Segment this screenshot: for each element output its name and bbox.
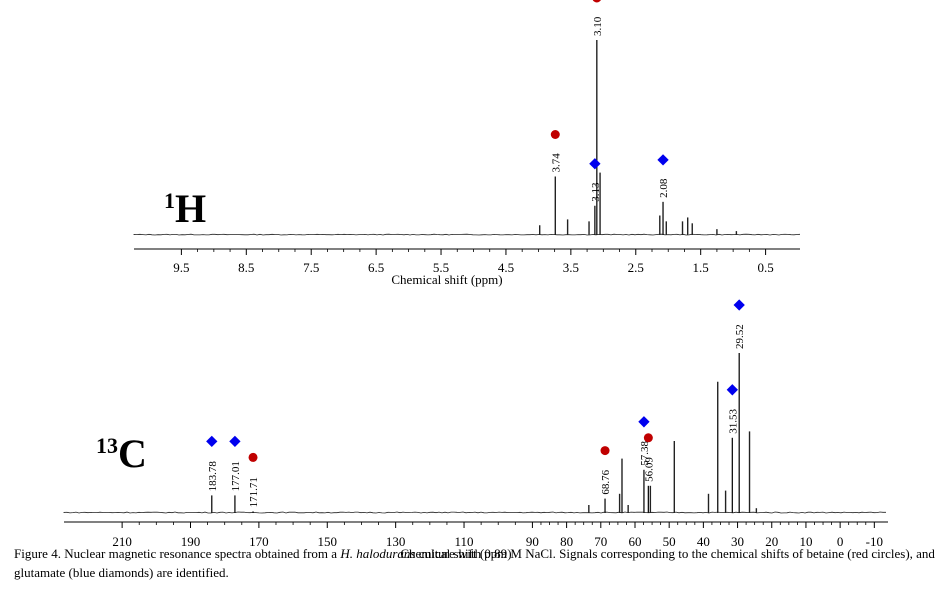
x-tick-label: 40 bbox=[697, 534, 710, 549]
x-tick-label: 110 bbox=[455, 534, 474, 549]
caption-organism: H. halodurans bbox=[340, 546, 416, 561]
x-tick-label: 170 bbox=[249, 534, 269, 549]
nucleus-mass-number: 13 bbox=[96, 433, 118, 458]
x-tick-label: 10 bbox=[799, 534, 812, 549]
glutamate-diamond-marker bbox=[206, 435, 218, 448]
x-tick-label: 8.5 bbox=[238, 260, 254, 275]
x-tick-label: 130 bbox=[386, 534, 406, 549]
spectrum-baseline bbox=[133, 233, 801, 236]
x-tick-label: 80 bbox=[560, 534, 573, 549]
glutamate-diamond-marker bbox=[657, 154, 669, 166]
betaine-circle-marker bbox=[550, 130, 560, 139]
betaine-circle-marker bbox=[248, 452, 258, 462]
betaine-circle-marker bbox=[592, 0, 601, 3]
x-tick-label: 4.5 bbox=[498, 260, 514, 275]
nucleus-element: C bbox=[118, 431, 147, 476]
x-axis-title: Chemical shift (ppm) bbox=[391, 272, 502, 287]
peak-label: 3.13 bbox=[590, 182, 602, 202]
glutamate-diamond-marker bbox=[638, 416, 650, 428]
x-tick-label: 9.5 bbox=[173, 260, 189, 275]
x-tick-label: 20 bbox=[765, 534, 778, 549]
x-tick-label: 1.5 bbox=[693, 260, 709, 275]
x-tick-label: 70 bbox=[594, 534, 607, 549]
betaine-circle-marker bbox=[643, 433, 653, 443]
betaine-circle-marker bbox=[600, 446, 610, 456]
nucleus-label: 13C bbox=[96, 431, 147, 476]
x-tick-label: 150 bbox=[318, 534, 338, 549]
peak-label: 2.08 bbox=[658, 178, 670, 198]
peak-label: 68.76 bbox=[600, 469, 612, 494]
caption-prefix: Figure 4. Nuclear magnetic resonance spe… bbox=[14, 546, 341, 561]
figure-caption: Figure 4. Nuclear magnetic resonance spe… bbox=[14, 544, 944, 582]
glutamate-diamond-marker bbox=[589, 158, 601, 170]
x-tick-label: 50 bbox=[663, 534, 676, 549]
peak-label: 3.10 bbox=[592, 16, 604, 36]
x-tick-label: 0.5 bbox=[757, 260, 773, 275]
peak-label: 57.38 bbox=[639, 441, 651, 466]
peak-label: 3.74 bbox=[550, 153, 562, 173]
caption-suffix: culture with 0.89 M NaCl. Signals corres… bbox=[14, 546, 935, 580]
nucleus-mass-number: 1 bbox=[164, 188, 175, 213]
x-tick-label: 5.5 bbox=[433, 260, 449, 275]
glutamate-diamond-marker bbox=[229, 435, 241, 448]
x-tick-label: 210 bbox=[112, 534, 132, 549]
x-tick-label: 60 bbox=[628, 534, 641, 549]
peak-label: 31.53 bbox=[727, 409, 739, 434]
x-tick-label: 2.5 bbox=[628, 260, 644, 275]
x-tick-label: 7.5 bbox=[303, 260, 319, 275]
spectrum-baseline bbox=[63, 511, 886, 514]
x-axis-title: Chemical shift (ppm) bbox=[400, 546, 511, 561]
glutamate-diamond-marker bbox=[726, 384, 738, 396]
x-tick-label: -10 bbox=[866, 534, 883, 549]
proton-nmr-panel: 3.10 3.74 3.13 2.08 9.5 8.5 7.5 6.5 5.5 4.5 3.5 2.5… bbox=[133, 0, 801, 287]
peak-label: 183.78 bbox=[207, 461, 219, 492]
peak-label: 56.09 bbox=[643, 457, 655, 482]
peak-label: 177.01 bbox=[230, 461, 242, 491]
x-tick-label: 90 bbox=[526, 534, 539, 549]
x-tick-label: 190 bbox=[181, 534, 201, 549]
glutamate-diamond-marker bbox=[733, 299, 745, 311]
x-tick-label: 3.5 bbox=[563, 260, 579, 275]
nucleus-element: H bbox=[175, 186, 206, 231]
nucleus-label: 1H bbox=[164, 186, 206, 231]
x-tick-label: 30 bbox=[731, 534, 744, 549]
x-tick-label: 6.5 bbox=[368, 260, 384, 275]
peak-label: 29.52 bbox=[734, 324, 746, 349]
x-tick-label: 0 bbox=[837, 534, 844, 549]
peak-label: 171.71 bbox=[248, 477, 260, 507]
